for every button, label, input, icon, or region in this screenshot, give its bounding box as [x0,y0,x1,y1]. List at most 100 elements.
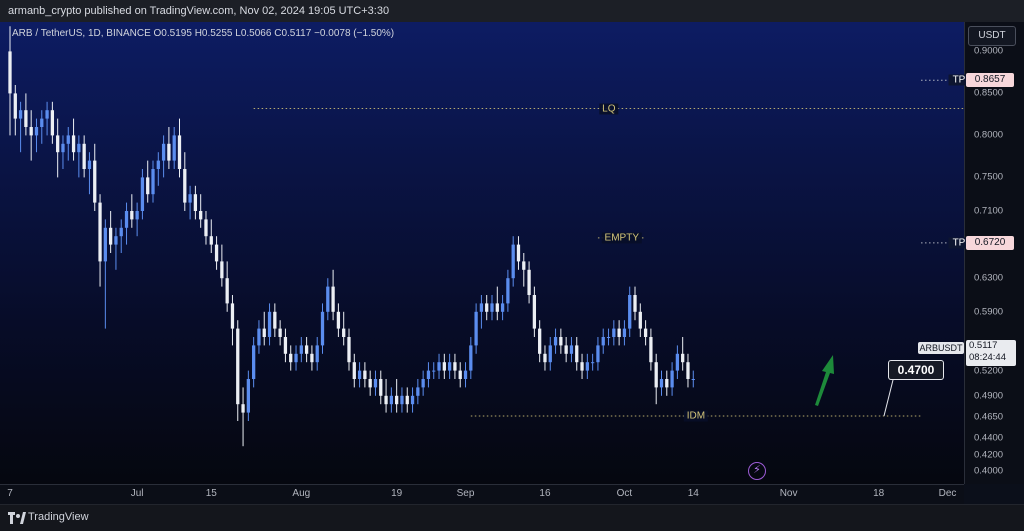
candle-body [575,345,579,363]
candle-body [320,311,325,346]
candle-body [527,269,531,295]
candle-body [241,404,245,413]
price-tick: 0.4200 [974,449,1004,461]
candle-body [495,303,499,312]
candle-body [130,211,134,220]
price-tick: 0.9000 [974,45,1004,57]
candle-body [283,337,288,354]
level-badge-tp-1: 0.6720 [966,235,1014,250]
candle-body [617,328,621,337]
candle-body [315,345,319,363]
target-price-callout[interactable]: 0.4700 [888,360,944,380]
currency-unit-button[interactable]: USDT [968,26,1016,46]
footer-brand: TradingView [28,511,89,523]
candle-body [638,311,642,329]
candle-body [363,370,367,379]
bar-countdown: 08:24:44 [969,352,1006,363]
candle-body [45,110,49,119]
candle-body [8,51,12,94]
candle-body [490,303,494,312]
price-tick: 0.5200 [974,365,1004,377]
candle-body [532,295,537,329]
candle-body [172,135,176,161]
time-axis[interactable] [0,484,964,504]
candle-body [580,362,584,371]
candle-body [458,370,462,379]
tradingview-logo-icon [8,512,26,524]
candle-body [569,345,574,354]
candle-body [368,379,372,388]
time-tick: Aug [292,488,311,499]
candle-body [108,227,113,245]
candle-body [596,345,600,363]
candle-body [71,135,76,153]
time-tick: 19 [391,488,403,499]
candle-body [670,370,674,388]
candle-body [225,278,229,304]
candle-body [204,219,208,237]
candle-body [628,295,632,329]
candle-body [665,379,669,388]
price-tick: 0.4900 [974,390,1004,402]
candle-body [453,362,457,371]
candle-body [522,261,526,270]
candle-body [177,135,182,169]
candle-body [262,328,266,337]
candle-body [61,143,65,153]
time-tick: 16 [539,488,551,499]
legend-low: L0.5066 [235,28,272,39]
level-badge-tp-2: 0.8657 [966,73,1014,88]
candle-body [585,362,589,371]
candle-body [622,328,627,337]
ohlc-legend: ARB / TetherUS, 1D, BINANCE O0.5195 H0.5… [12,28,394,39]
up-arrow-icon [815,355,834,406]
candle-body [357,370,362,379]
candle-body [437,362,441,371]
candle-body [103,227,107,262]
candle-body [442,362,446,371]
level-label-empty: EMPTY [601,232,642,244]
candle-body [146,177,150,195]
candle-body [389,395,394,405]
candle-body [352,362,356,379]
candle-body [278,328,282,337]
time-tick: 15 [205,488,217,499]
time-tick: Sep [456,488,475,499]
level-label-tp-2: TP 2 [948,74,978,86]
lightning-icon[interactable]: ⚡ [748,462,766,480]
symbol-badge: ARBUSDT [918,342,964,354]
time-tick: 7 [7,488,13,499]
candle-body [257,328,261,346]
candle-body [649,337,653,363]
candle-body [304,345,309,354]
candle-body [416,387,420,396]
chart-area[interactable] [0,22,964,484]
candle-body [267,311,272,337]
price-tick: 0.7500 [974,171,1004,183]
candle-body [66,135,70,144]
level-label-tp-1: TP 1 [948,237,978,249]
candle-body [289,353,293,363]
candle-body [82,143,86,169]
candle-body [246,379,250,413]
candle-body [24,110,28,127]
candle-body [400,395,404,405]
price-tick: 0.4400 [974,432,1004,444]
candle-body [13,93,17,119]
price-axis[interactable] [964,22,1024,484]
price-tick: 0.8500 [974,87,1004,99]
candle-body [140,177,145,211]
candle-body [564,345,568,354]
candle-body [193,194,198,211]
last-price-box: 0.5117 08:24:44 [966,340,1016,366]
candle-body [252,345,256,379]
callout-connector [883,375,895,417]
publisher-text: armanb_crypto published on TradingView.c… [8,5,390,17]
candle-body [543,353,547,363]
candle-body [511,244,515,279]
candle-body [236,328,240,405]
candle-body [273,311,277,329]
candle-body [469,345,473,371]
candle-body [199,211,203,220]
candle-body [395,395,399,405]
